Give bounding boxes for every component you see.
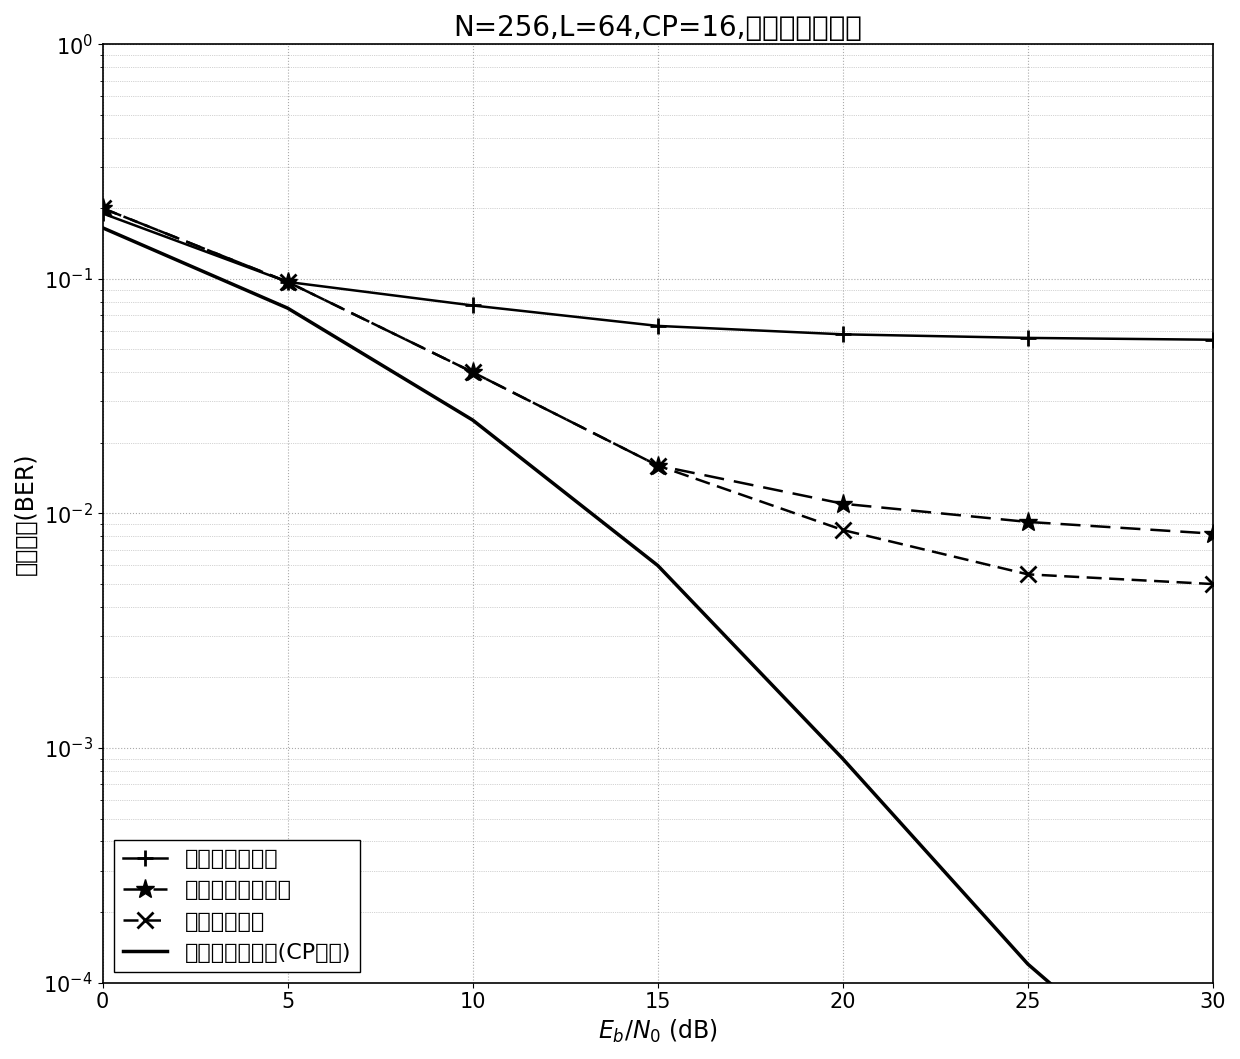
- 串行干扰抵消: [650, 460, 665, 472]
- X-axis label: $E_b/N_0$ (dB): $E_b/N_0$ (dB): [598, 1018, 718, 1045]
- Y-axis label: 误比特率(BER): 误比特率(BER): [14, 452, 38, 575]
- 部分分组干扰抵消: [465, 365, 480, 378]
- 部分分组干扰抵消: [95, 202, 110, 215]
- 单抽头频域均衡(CP充分): [465, 414, 480, 427]
- 部分分组干扰抵消: [1021, 516, 1035, 528]
- 串行干扰抵消: [836, 523, 851, 536]
- 单抽头频域均衡(CP充分): [1021, 957, 1035, 970]
- 串行干扰抵消: [1021, 568, 1035, 580]
- 串行干扰抵消: [95, 202, 110, 215]
- Legend: 单抽头频域均衡, 部分分组干扰抵消, 串行干扰抵消, 单抽头频域均衡(CP充分): 单抽头频域均衡, 部分分组干扰抵消, 串行干扰抵消, 单抽头频域均衡(CP充分): [114, 841, 360, 971]
- 单抽头频域均衡(CP充分): [836, 752, 851, 765]
- 单抽头频域均衡: [1021, 331, 1035, 344]
- 单抽头频域均衡: [1205, 334, 1220, 346]
- 部分分组干扰抵消: [836, 498, 851, 510]
- 单抽头频域均衡(CP充分): [650, 559, 665, 572]
- 单抽头频域均衡: [465, 299, 480, 311]
- 部分分组干扰抵消: [280, 275, 295, 288]
- 单抽头频域均衡(CP充分): [95, 221, 110, 234]
- 部分分组干扰抵消: [1205, 527, 1220, 540]
- 部分分组干扰抵消: [650, 460, 665, 472]
- 串行干扰抵消: [280, 275, 295, 288]
- 单抽头频域均衡(CP充分): [280, 302, 295, 315]
- Line: 串行干扰抵消: 串行干扰抵消: [95, 200, 1220, 592]
- 单抽头频域均衡: [836, 328, 851, 341]
- 串行干扰抵消: [1205, 578, 1220, 591]
- 单抽头频域均衡: [280, 275, 295, 288]
- 串行干扰抵消: [465, 365, 480, 378]
- Line: 单抽头频域均衡: 单抽头频域均衡: [95, 205, 1220, 347]
- Line: 单抽头频域均衡(CP充分): 单抽头频域均衡(CP充分): [103, 228, 1213, 1059]
- 单抽头频域均衡: [95, 208, 110, 220]
- Title: N=256,L=64,CP=16,各径等功率信道: N=256,L=64,CP=16,各径等功率信道: [454, 14, 862, 42]
- Line: 部分分组干扰抵消: 部分分组干扰抵消: [93, 198, 1223, 543]
- 单抽头频域均衡: [650, 320, 665, 333]
